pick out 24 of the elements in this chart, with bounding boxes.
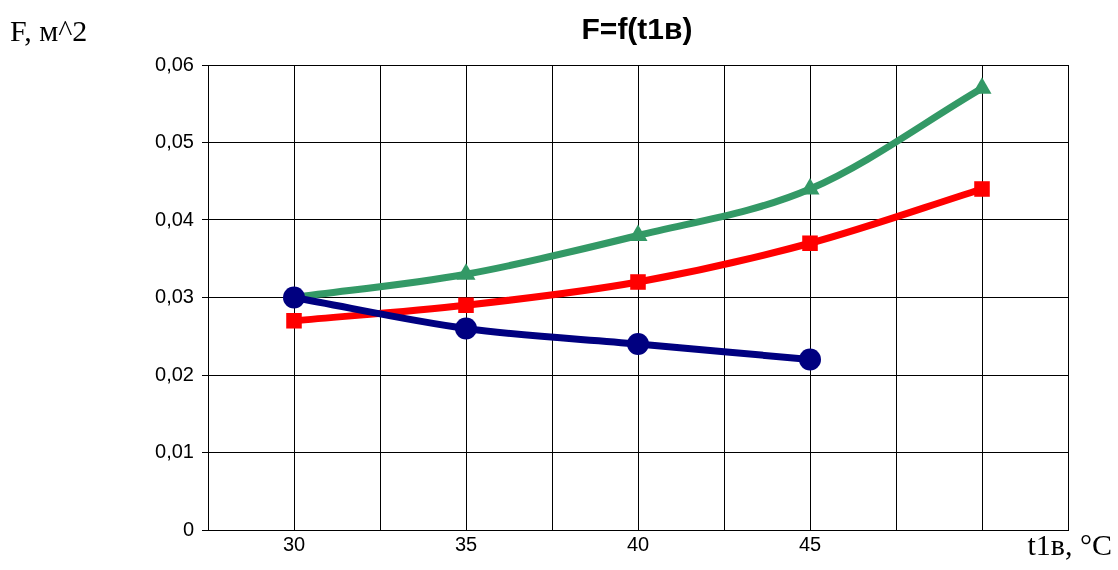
x-tick-label: 35 <box>454 532 478 555</box>
point <box>283 286 305 309</box>
y-tick-label: 0,04 <box>155 207 194 230</box>
y-tick-label: 0,03 <box>155 285 194 308</box>
point <box>455 317 477 340</box>
point <box>802 235 818 252</box>
point <box>799 348 821 371</box>
x-tick-label: 40 <box>626 532 650 555</box>
y-tick-label: 0 <box>182 517 194 540</box>
x-axis-title: t1в, °C <box>1027 528 1112 562</box>
point <box>458 297 474 314</box>
y-tick-label: 0,02 <box>155 362 194 385</box>
chart-title: F=f(t1в) <box>580 12 694 46</box>
x-tick-label: 45 <box>798 532 822 555</box>
y-tick-label: 0,05 <box>155 130 194 153</box>
point <box>972 77 992 94</box>
y-axis-title: F, м^2 <box>10 14 88 48</box>
y-tick-label: 0,06 <box>155 52 194 75</box>
x-tick-label: 30 <box>282 532 306 555</box>
point <box>627 333 649 355</box>
point <box>630 274 646 290</box>
point <box>286 312 302 329</box>
point <box>974 181 990 197</box>
y-tick-label: 0,01 <box>155 440 194 463</box>
